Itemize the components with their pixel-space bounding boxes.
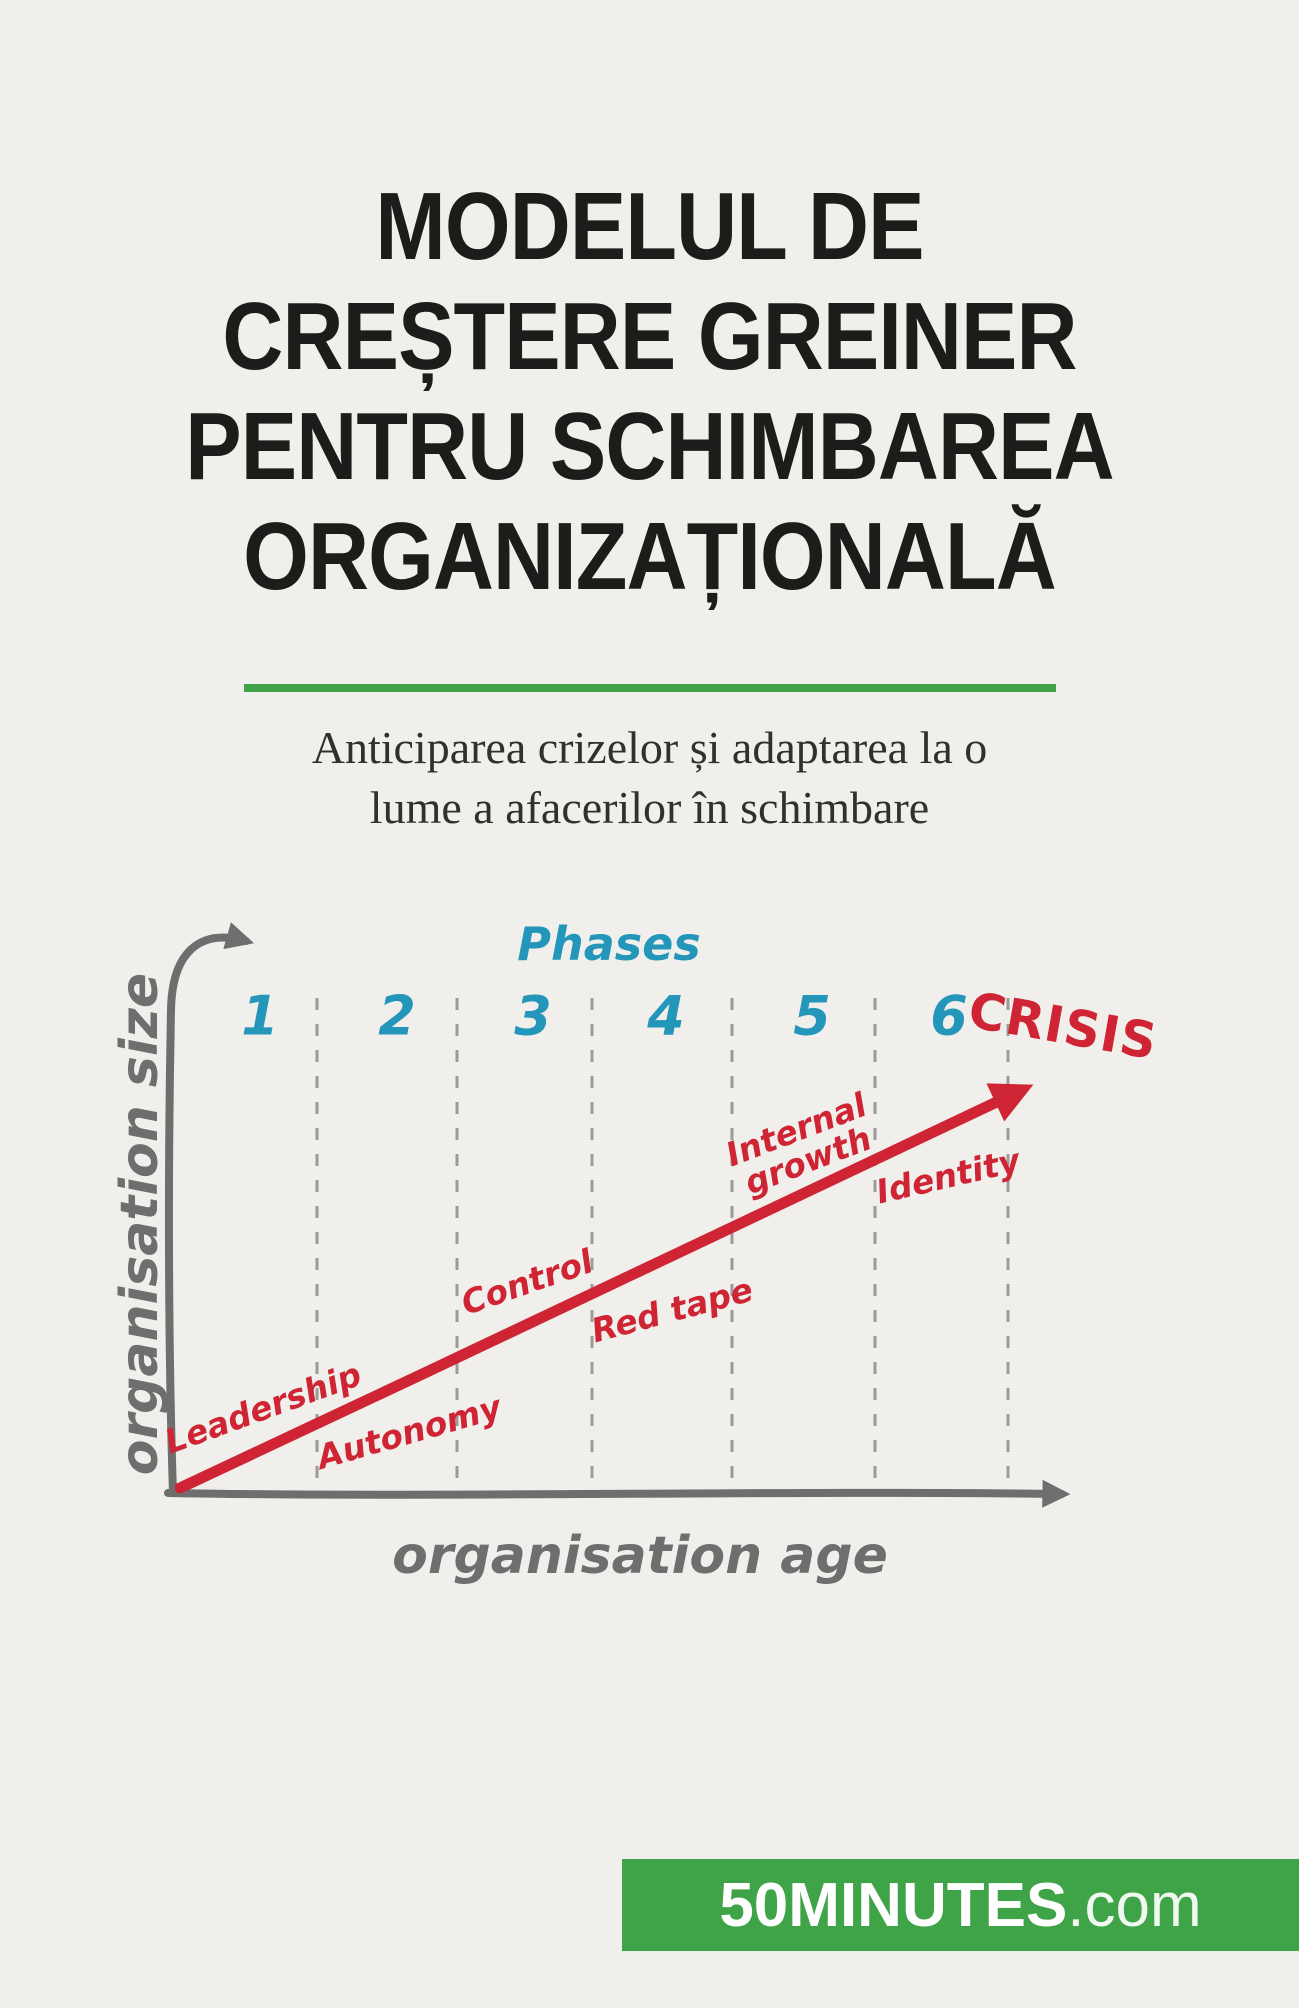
subtitle-line: lume a afacerilor în schimbare (369, 782, 930, 833)
x-axis-line (164, 1479, 1071, 1508)
x-axis-label: organisation age (392, 1526, 888, 1586)
title-line: MODELUL DE (375, 173, 924, 280)
title-line: CREȘTERE GREINER (222, 283, 1077, 390)
accent-divider (243, 684, 1056, 692)
growth-stage-label: Internal growth (720, 1085, 877, 1203)
phase-number: 2 (378, 984, 416, 1048)
publisher-banner: 50MINUTES.com (622, 1859, 1299, 1951)
phase-number: 6 (930, 984, 968, 1048)
publisher-logo: 50MINUTES.com (719, 1870, 1201, 1941)
growth-stage-label: Autonomy (312, 1387, 506, 1477)
brand-name: 50MINUTES (719, 1870, 1068, 1940)
growth-stage-label: Red tape (587, 1269, 757, 1351)
phase-number: 5 (793, 984, 831, 1048)
phase-number: 1 (241, 984, 279, 1048)
phase-number: 3 (514, 984, 552, 1048)
phase-number: 4 (647, 984, 685, 1048)
phases-title: Phases (517, 917, 701, 971)
page-title: MODELUL DE CREȘTERE GREINER PENTRU SCHIM… (78, 172, 1221, 612)
title-line: ORGANIZAȚIONALĂ (243, 503, 1057, 610)
title-line: PENTRU SCHIMBAREA (185, 393, 1114, 500)
growth-stage-label: Identity (872, 1140, 1024, 1212)
growth-stage-label: Control (456, 1241, 598, 1323)
subtitle-line: Anticiparea crizelor și adaptarea la o (311, 722, 988, 773)
growth-arrow-line (174, 1083, 1034, 1494)
subtitle: Anticiparea crizelor și adaptarea la o l… (0, 718, 1299, 838)
crisis-label: CRISIS (964, 980, 1162, 1072)
y-axis-label: organisation size (110, 972, 170, 1476)
brand-suffix: .com (1067, 1870, 1202, 1940)
